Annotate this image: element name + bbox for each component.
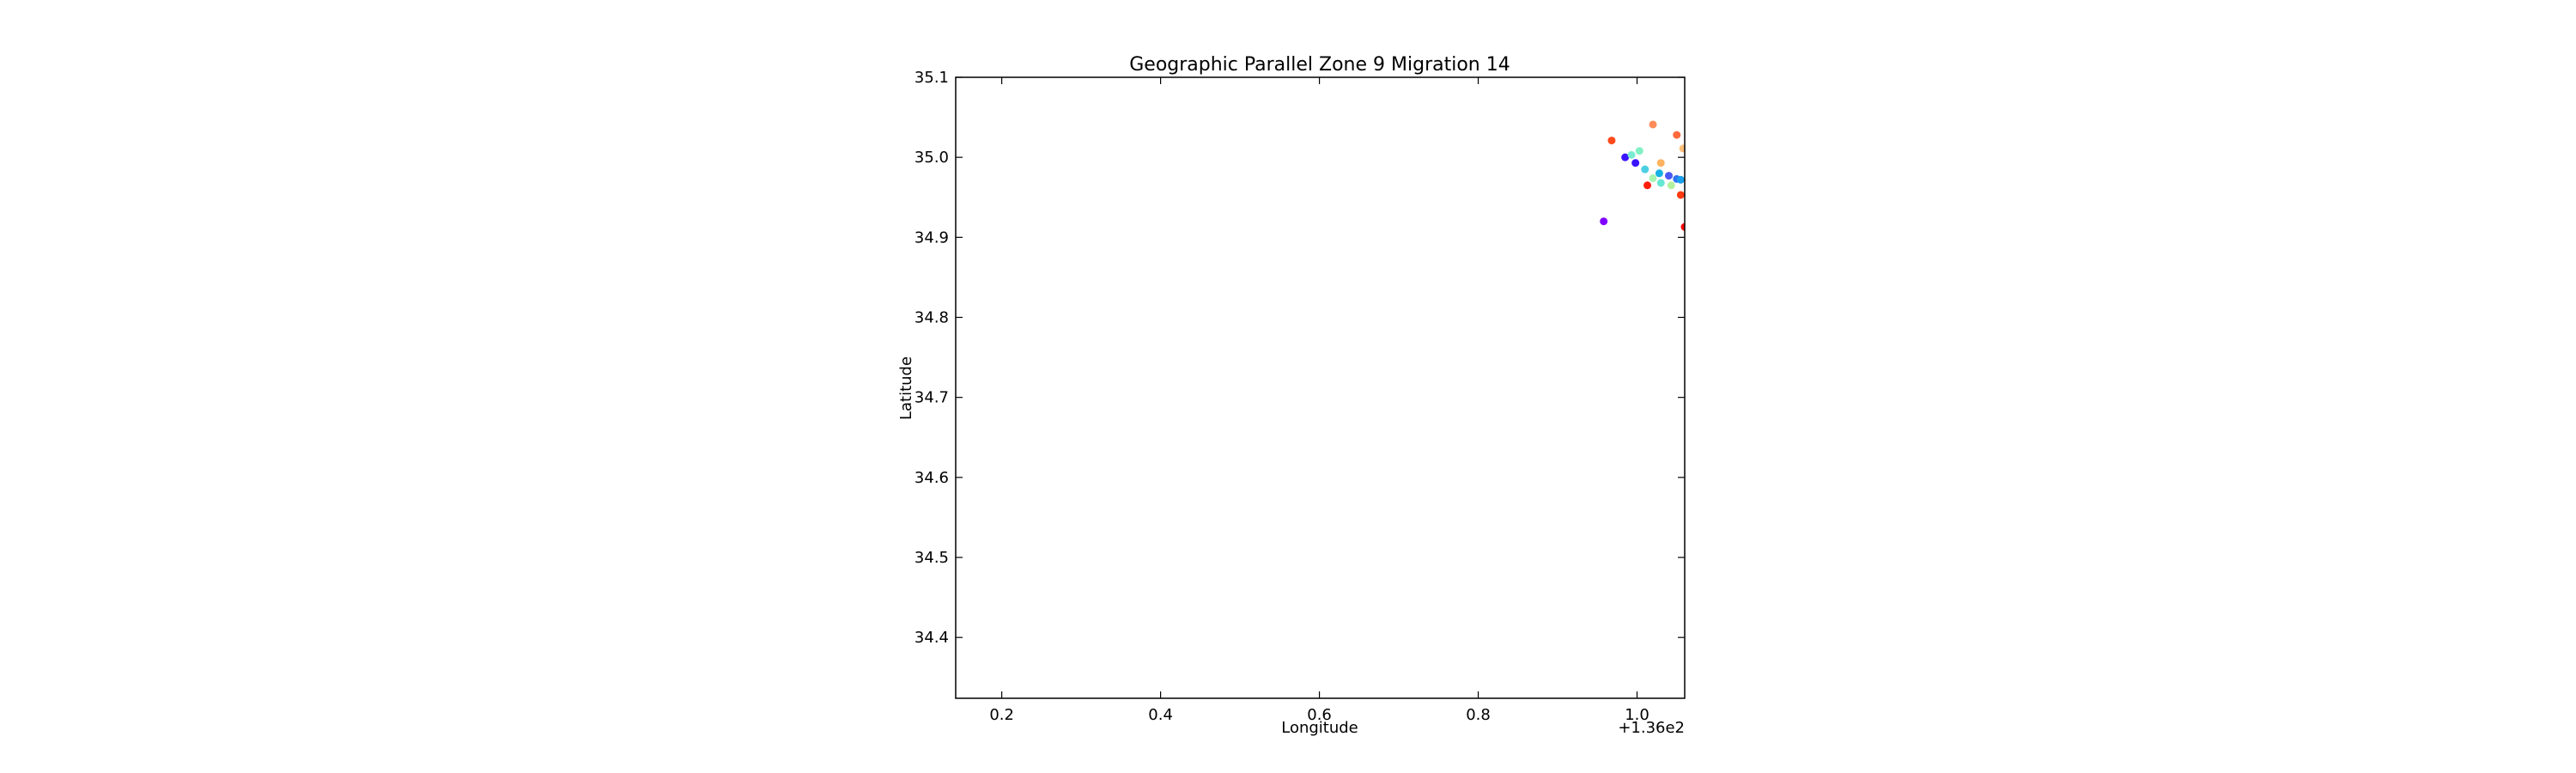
y-tick-label: 34.8 [914, 309, 949, 327]
data-point [1676, 175, 1685, 184]
data-point [1600, 217, 1608, 226]
x-axis-offset-label: +1.36e2 [1618, 719, 1685, 737]
data-point [1679, 144, 1685, 153]
data-point [1667, 181, 1675, 190]
plot-frame [955, 76, 1686, 699]
x-axis-ticks: 0.2 0.4 0.6 0.8 1.0 [989, 77, 1649, 724]
y-tick-label: 34.7 [914, 389, 949, 407]
data-point [1655, 169, 1663, 178]
y-tick-label: 34.9 [914, 228, 949, 247]
x-tick-label: 0.2 [989, 706, 1014, 724]
data-point [1649, 173, 1657, 182]
y-axis-ticks: 34.4 34.5 34.6 34.7 34.8 34.9 35.0 35.1 [914, 69, 1685, 647]
x-tick-label: 0.4 [1148, 706, 1173, 724]
x-tick-label: 0.8 [1466, 706, 1491, 724]
data-point [1656, 159, 1665, 167]
data-point [1621, 153, 1630, 161]
data-point [1631, 159, 1640, 167]
x-tick-label: 1.0 [1625, 706, 1649, 724]
x-tick-label: 0.6 [1307, 706, 1332, 724]
y-tick-label: 35.1 [914, 69, 949, 87]
data-point [1635, 147, 1643, 155]
x-axis-label: Longitude [1281, 719, 1358, 737]
chart-title: Geographic Parallel Zone 9 Migration 14 [1129, 54, 1510, 76]
data-point [1676, 191, 1685, 199]
data-point [1607, 137, 1616, 145]
y-axis-label: Latitude [897, 356, 915, 420]
data-point [1665, 172, 1674, 180]
y-tick-label: 34.5 [914, 549, 949, 567]
y-tick-label: 34.6 [914, 469, 949, 487]
y-tick-label: 35.0 [914, 149, 949, 167]
data-point [1680, 222, 1685, 231]
data-point [1649, 120, 1657, 129]
scatter-points [1600, 120, 1685, 231]
y-tick-label: 34.4 [914, 629, 949, 647]
data-point [1656, 179, 1665, 187]
data-point [1673, 131, 1681, 139]
data-point [1643, 181, 1652, 190]
data-point [1627, 150, 1636, 159]
data-point [1641, 165, 1649, 173]
